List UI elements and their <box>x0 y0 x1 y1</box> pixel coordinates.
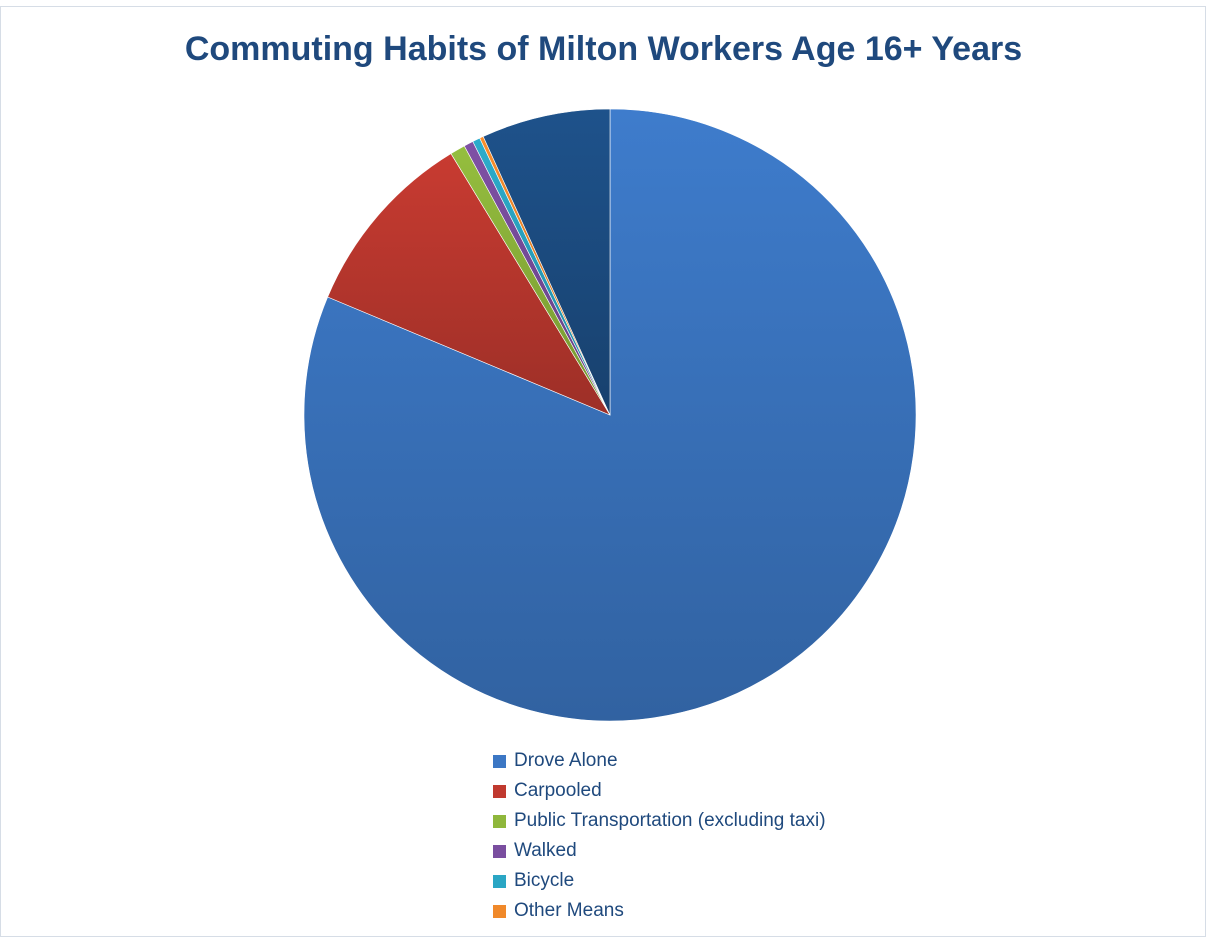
legend-item-carpooled: Carpooled <box>493 776 826 806</box>
legend-item-other-means: Other Means <box>493 896 826 926</box>
legend-swatch <box>493 874 506 888</box>
legend-swatch <box>493 814 506 828</box>
legend-label: Public Transportation (excluding taxi) <box>514 810 826 831</box>
legend-item-walked: Walked <box>493 836 826 866</box>
legend-item-drove-alone: Drove Alone <box>493 746 826 776</box>
legend-label: Bicycle <box>514 870 575 891</box>
pie-slice-carpooled <box>327 153 611 416</box>
chart-title: Commuting Habits of Milton Workers Age 1… <box>184 30 1023 68</box>
legend-swatch <box>493 904 506 918</box>
legend-label: Drove Alone <box>514 750 618 771</box>
legend-swatch <box>493 784 506 798</box>
legend-item-public-transportation-excluding-taxi: Public Transportation (excluding taxi) <box>493 806 826 836</box>
legend-label: Other Means <box>514 900 624 921</box>
legend-swatch <box>493 844 506 858</box>
pie-slice-series-6 <box>482 108 611 416</box>
legend-swatch <box>493 754 506 768</box>
legend-item-bicycle: Bicycle <box>493 866 826 896</box>
legend-label: Carpooled <box>514 780 602 801</box>
pie-slices <box>303 108 917 722</box>
legend-label: Walked <box>514 840 577 861</box>
legend: Drove Alone Carpooled Public Transportatio… <box>493 746 826 926</box>
